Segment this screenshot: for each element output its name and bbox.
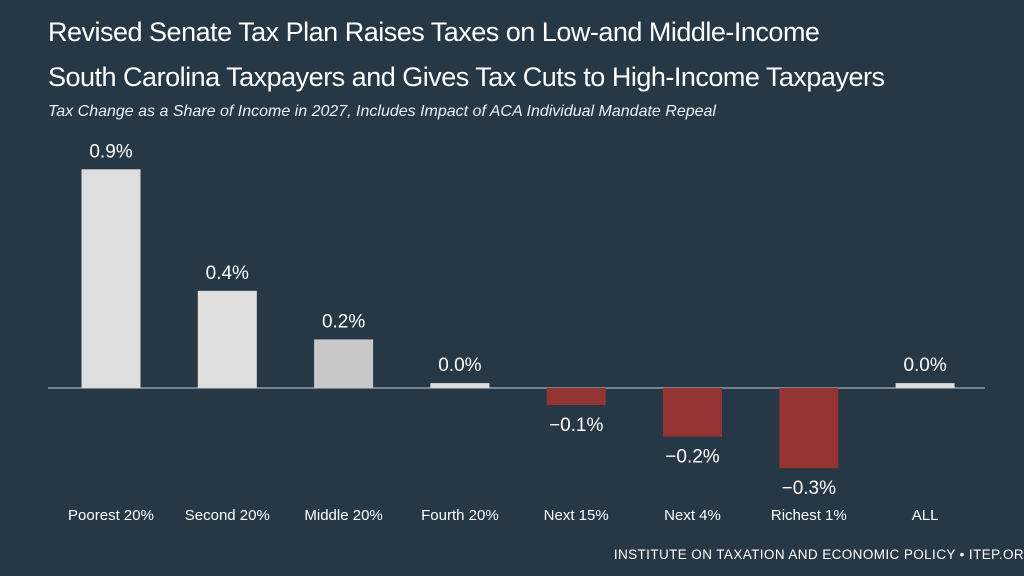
title-line-1: Revised Senate Tax Plan Raises Taxes on … — [48, 17, 820, 47]
bars-group — [81, 169, 955, 469]
category-labels-group: Poorest 20% Second 20% Middle 20% Fourth 20… — [68, 507, 938, 524]
category-label-0: Poorest 20% — [68, 507, 154, 524]
chart-subtitle: Tax Change as a Share of Income in 2027,… — [48, 103, 716, 120]
bar-1 — [197, 290, 257, 388]
title-line-2: South Carolina Taxpayers and Gives Tax C… — [48, 62, 885, 92]
bar-3 — [430, 383, 490, 388]
category-label-1: Second 20% — [185, 507, 270, 524]
category-label-3: Fourth 20% — [421, 507, 499, 524]
chart-title: Revised Senate Tax Plan Raises Taxes on … — [48, 10, 1008, 100]
value-label-6: −0.3% — [782, 478, 837, 499]
bar-7 — [895, 383, 955, 388]
value-label-1: 0.4% — [206, 263, 249, 284]
bar-0 — [81, 169, 141, 388]
value-label-7: 0.0% — [903, 355, 946, 376]
value-label-2: 0.2% — [322, 311, 365, 332]
bar-4 — [546, 388, 606, 406]
bar-5 — [663, 388, 722, 437]
value-label-4: −0.1% — [549, 415, 604, 436]
category-label-5: Next 4% — [664, 507, 721, 524]
category-label-2: Middle 20% — [304, 507, 382, 524]
value-label-0: 0.9% — [89, 141, 132, 162]
value-labels-group: 0.9% 0.4% 0.2% 0.0% −0.1% −0.2% −0.3% 0.0% — [89, 141, 947, 499]
category-label-6: Richest 1% — [771, 507, 847, 524]
category-label-4: Next 15% — [544, 507, 609, 524]
source-footer: INSTITUTE ON TAXATION AND ECONOMIC POLIC… — [613, 547, 1024, 562]
value-label-5: −0.2% — [665, 447, 720, 468]
bar-2 — [314, 339, 374, 388]
category-label-7: ALL — [912, 507, 939, 524]
bar-6 — [779, 388, 839, 469]
value-label-3: 0.0% — [438, 355, 481, 376]
